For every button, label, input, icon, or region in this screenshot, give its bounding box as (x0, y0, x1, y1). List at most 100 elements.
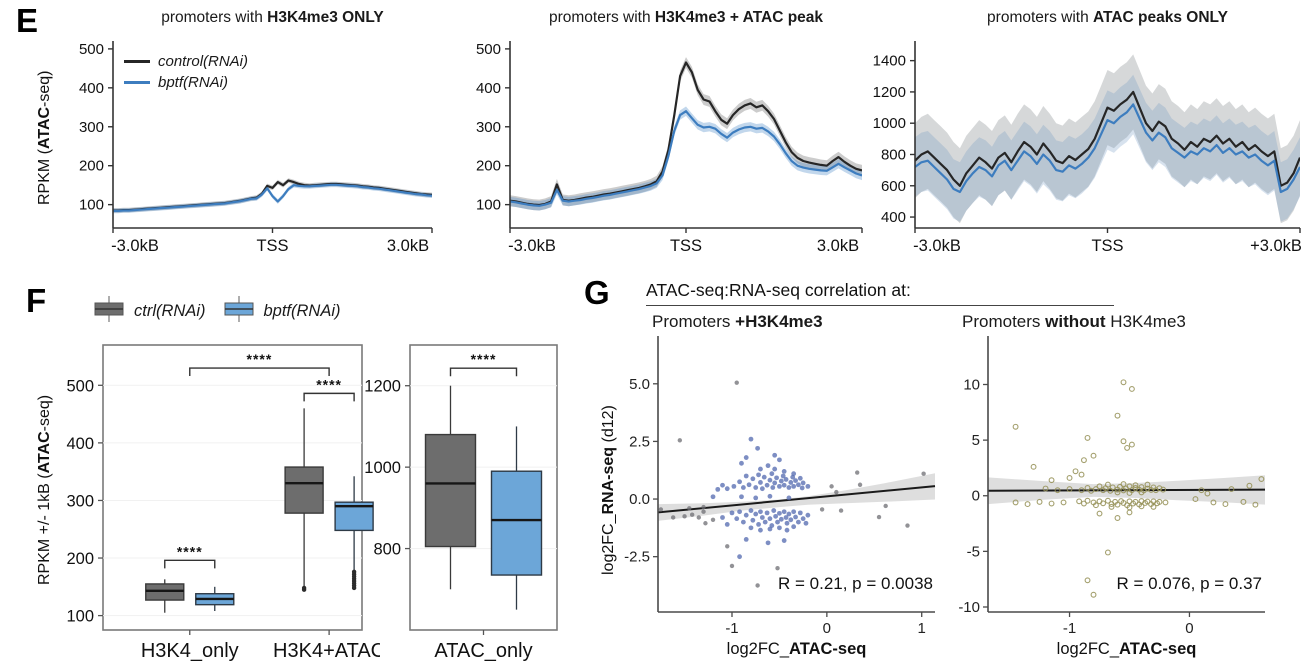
tick-label: 0 (972, 488, 980, 505)
data-point (786, 495, 792, 501)
data-point (739, 460, 744, 466)
tick-label: -3.0kB (913, 237, 961, 255)
data-point (1096, 510, 1103, 517)
data-point-gray (696, 515, 701, 520)
data-point (1126, 490, 1133, 496)
tick-label: 500 (66, 377, 94, 395)
tick-label: 1200 (364, 378, 401, 396)
data-point (1144, 485, 1151, 492)
line-chart-h3k4me3-atac: 100 200 300 400 500 -3.0kB TSS 3.0kB (445, 30, 875, 270)
data-point (740, 519, 746, 525)
chart-svg: 800 1000 1200 ATAC_only **** (364, 344, 558, 662)
data-point (743, 473, 749, 479)
data-point (767, 516, 773, 522)
data-point (743, 455, 749, 460)
data-point (775, 519, 780, 525)
data-point (1104, 549, 1111, 556)
data-point (762, 519, 768, 525)
title-prefix: promoters with (987, 9, 1093, 26)
data-point (1080, 457, 1087, 464)
data-point (781, 468, 787, 474)
data-point-gray (725, 544, 730, 549)
data-point (1084, 434, 1091, 441)
data-point (737, 554, 742, 560)
tick-label: 100 (66, 608, 94, 626)
series-line-bptf(RNAi) (113, 183, 432, 212)
boxplot-atac-only: 800 1000 1200 ATAC_only **** (360, 335, 580, 672)
data-point (1076, 498, 1083, 505)
series-line-control(RNAi) (915, 90, 1300, 187)
data-point (731, 483, 737, 489)
significance-bracket (164, 559, 216, 569)
data-point (1048, 477, 1055, 484)
legend-label: control(RNAi) (158, 53, 249, 70)
data-point (1048, 500, 1055, 507)
x-label-bold: ATAC-seq (789, 640, 867, 658)
data-point (1104, 497, 1111, 504)
data-point-gray (883, 503, 888, 509)
tick-label: 1400 (873, 53, 906, 70)
data-point (746, 482, 752, 488)
title-bold: H3K4me3 + ATAC peak (654, 9, 824, 26)
f-legend: ctrl(RNAi) bptf(RNAi) (90, 294, 341, 329)
data-point (795, 482, 801, 488)
tick-label: 1 (918, 620, 926, 637)
significance-stars: **** (471, 351, 497, 367)
tick-label: 1000 (873, 115, 906, 132)
data-point (1150, 503, 1157, 510)
data-point (800, 516, 806, 522)
data-point (755, 445, 761, 451)
title-prefix: promoters with (548, 9, 655, 26)
data-point (750, 517, 756, 523)
title-bold: ATAC peaks ONLY (1093, 9, 1228, 26)
data-point (1030, 463, 1037, 470)
data-point-gray (670, 515, 676, 520)
tick-label: 1000 (364, 459, 401, 477)
confidence-band (510, 106, 862, 211)
tick-label: -1 (725, 620, 738, 637)
data-point (1124, 444, 1131, 451)
data-point (799, 485, 805, 491)
tick-label: 100 (79, 197, 104, 214)
data-point (1222, 501, 1229, 508)
data-point (1066, 486, 1073, 493)
data-point (793, 478, 798, 484)
data-point (781, 482, 787, 488)
data-point (1198, 487, 1205, 494)
data-point (777, 483, 782, 489)
data-point (758, 466, 763, 472)
tick-label: 400 (476, 80, 501, 97)
y-label-bold: ATAC (36, 431, 53, 474)
tick-label: 5.0 (629, 376, 650, 393)
chart-svg: 400 600 800 1000 1200 1400 -3.0kB TSS +3.0kB (873, 41, 1302, 255)
data-point (767, 493, 773, 499)
data-point (1258, 476, 1265, 483)
tick-label: TSS (256, 237, 288, 255)
data-point (1054, 487, 1061, 494)
tick-label: 800 (881, 146, 906, 163)
g-section-title: ATAC-seq:RNA-seq correlation at: (646, 280, 1114, 306)
subtitle-prefix: Promoters (652, 312, 736, 331)
data-point (1100, 500, 1107, 507)
data-point (753, 495, 759, 501)
tick-label: 400 (66, 435, 94, 453)
data-point (759, 486, 765, 492)
data-point (1060, 499, 1067, 506)
x-label-prefix: log2FC_ (1056, 640, 1120, 658)
data-point (1114, 515, 1121, 521)
data-point (743, 536, 749, 542)
data-point (753, 485, 759, 490)
tick-label: 300 (476, 119, 501, 136)
data-point (753, 511, 759, 517)
data-point (1104, 481, 1111, 488)
data-point (720, 515, 725, 520)
data-point (778, 516, 784, 522)
subtitle-prefix: Promoters (962, 312, 1046, 331)
data-point (1192, 496, 1199, 503)
data-point (1012, 423, 1019, 430)
data-point (761, 474, 767, 480)
data-point (758, 509, 763, 515)
tick-label: 300 (79, 119, 104, 136)
data-point (1116, 483, 1123, 490)
